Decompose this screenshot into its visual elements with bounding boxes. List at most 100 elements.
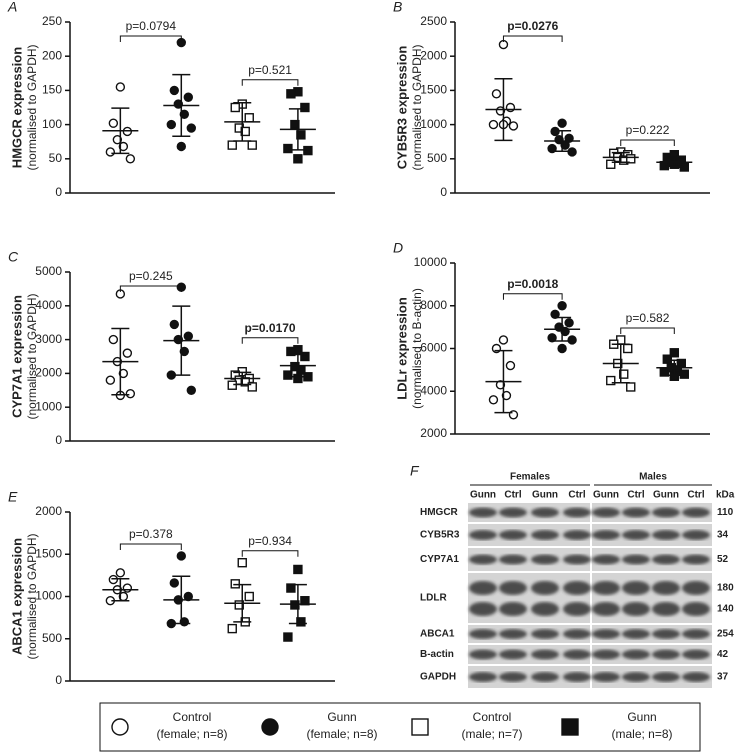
kda-label: 140 xyxy=(717,604,734,615)
data-point xyxy=(247,382,257,392)
p-value: p=0.378 xyxy=(129,527,173,541)
data-point xyxy=(125,388,136,399)
data-point xyxy=(286,89,296,99)
kda-label: 180 xyxy=(717,583,734,594)
panel-label: B xyxy=(393,0,402,15)
legend-marker xyxy=(411,718,429,736)
p-bracket xyxy=(241,79,299,86)
data-point xyxy=(293,154,303,164)
y-tick-label: 0 xyxy=(55,433,62,447)
data-point xyxy=(619,369,629,379)
kda-label: 254 xyxy=(717,629,734,640)
band xyxy=(499,649,527,660)
legend-detail: (female; n=8) xyxy=(156,727,227,741)
legend-marker xyxy=(261,718,279,736)
kda-label: 34 xyxy=(717,530,729,541)
band xyxy=(682,554,710,565)
band xyxy=(652,554,680,565)
band xyxy=(682,507,710,518)
data-point xyxy=(169,319,180,330)
data-point xyxy=(283,632,293,642)
y-tick-label: 8000 xyxy=(420,298,447,312)
y-tick-label: 10000 xyxy=(414,255,448,269)
legend-marker xyxy=(561,718,579,736)
data-point xyxy=(115,82,126,92)
data-point xyxy=(112,134,123,145)
y-tick-label: 1000 xyxy=(35,589,62,603)
data-point xyxy=(234,600,244,610)
band xyxy=(469,649,497,660)
panel-label: A xyxy=(7,0,17,15)
band xyxy=(622,602,650,616)
data-point xyxy=(183,331,194,341)
band xyxy=(469,602,497,616)
data-point xyxy=(488,395,499,405)
data-point xyxy=(296,617,306,627)
p-value: p=0.0170 xyxy=(245,321,296,335)
p-value: p=0.582 xyxy=(626,311,670,325)
data-point xyxy=(244,591,254,602)
band xyxy=(592,602,620,616)
data-point xyxy=(183,92,194,102)
data-point xyxy=(108,574,119,585)
data-point xyxy=(227,623,237,634)
data-point xyxy=(495,380,506,390)
band xyxy=(499,507,527,518)
protein-name: HMGCR xyxy=(420,507,459,518)
y-tick-label: 5000 xyxy=(35,264,62,278)
band xyxy=(592,629,620,639)
p-bracket xyxy=(241,550,299,557)
band xyxy=(682,649,710,660)
sex-header: Males xyxy=(639,472,667,483)
legend-name: Gunn xyxy=(627,710,656,724)
p-value: p=0.245 xyxy=(129,269,173,283)
data-point xyxy=(166,119,177,130)
band xyxy=(499,554,527,565)
y-tick-label: 3000 xyxy=(35,332,62,346)
protein-name: CYB5R3 xyxy=(420,530,460,541)
data-point xyxy=(179,346,190,357)
lane-label: Ctrl xyxy=(504,490,521,501)
y-axis-subtitle: (normalised to GAPDH) xyxy=(25,293,39,419)
band xyxy=(622,672,650,682)
band xyxy=(531,649,559,660)
legend-detail: (male; n=8) xyxy=(611,727,672,741)
data-point xyxy=(567,335,577,345)
data-point xyxy=(227,140,237,150)
band xyxy=(563,581,591,595)
band xyxy=(531,530,559,540)
blot-strip xyxy=(468,503,590,522)
sex-header: Females xyxy=(510,472,550,483)
band xyxy=(622,530,650,540)
y-tick-label: 250 xyxy=(42,14,62,28)
data-point xyxy=(626,382,636,392)
p-bracket xyxy=(119,543,182,550)
data-point xyxy=(179,109,190,120)
data-point xyxy=(173,334,184,345)
y-tick-label: 100 xyxy=(42,117,62,131)
band xyxy=(563,530,591,540)
p-value: p=0.222 xyxy=(626,123,670,137)
band xyxy=(531,507,559,518)
data-point xyxy=(669,348,679,358)
band xyxy=(592,581,620,595)
y-tick-label: 1500 xyxy=(420,83,447,97)
band xyxy=(563,672,591,682)
kda-label: 42 xyxy=(717,649,729,660)
data-point xyxy=(125,154,136,164)
y-axis-subtitle: (normalised to GAPDH) xyxy=(410,44,424,170)
data-point xyxy=(662,354,672,364)
p-value: p=0.521 xyxy=(248,63,292,77)
data-point xyxy=(118,368,129,379)
band xyxy=(469,554,497,565)
panel-label: D xyxy=(393,240,403,256)
data-point xyxy=(300,351,310,362)
data-point xyxy=(118,141,129,152)
lane-label: Gunn xyxy=(653,490,679,501)
protein-name: LDLR xyxy=(420,593,447,604)
band xyxy=(622,629,650,639)
blot-strip xyxy=(468,548,590,571)
lane-label: Gunn xyxy=(532,490,558,501)
band xyxy=(531,581,559,595)
y-tick-label: 1000 xyxy=(420,117,447,131)
